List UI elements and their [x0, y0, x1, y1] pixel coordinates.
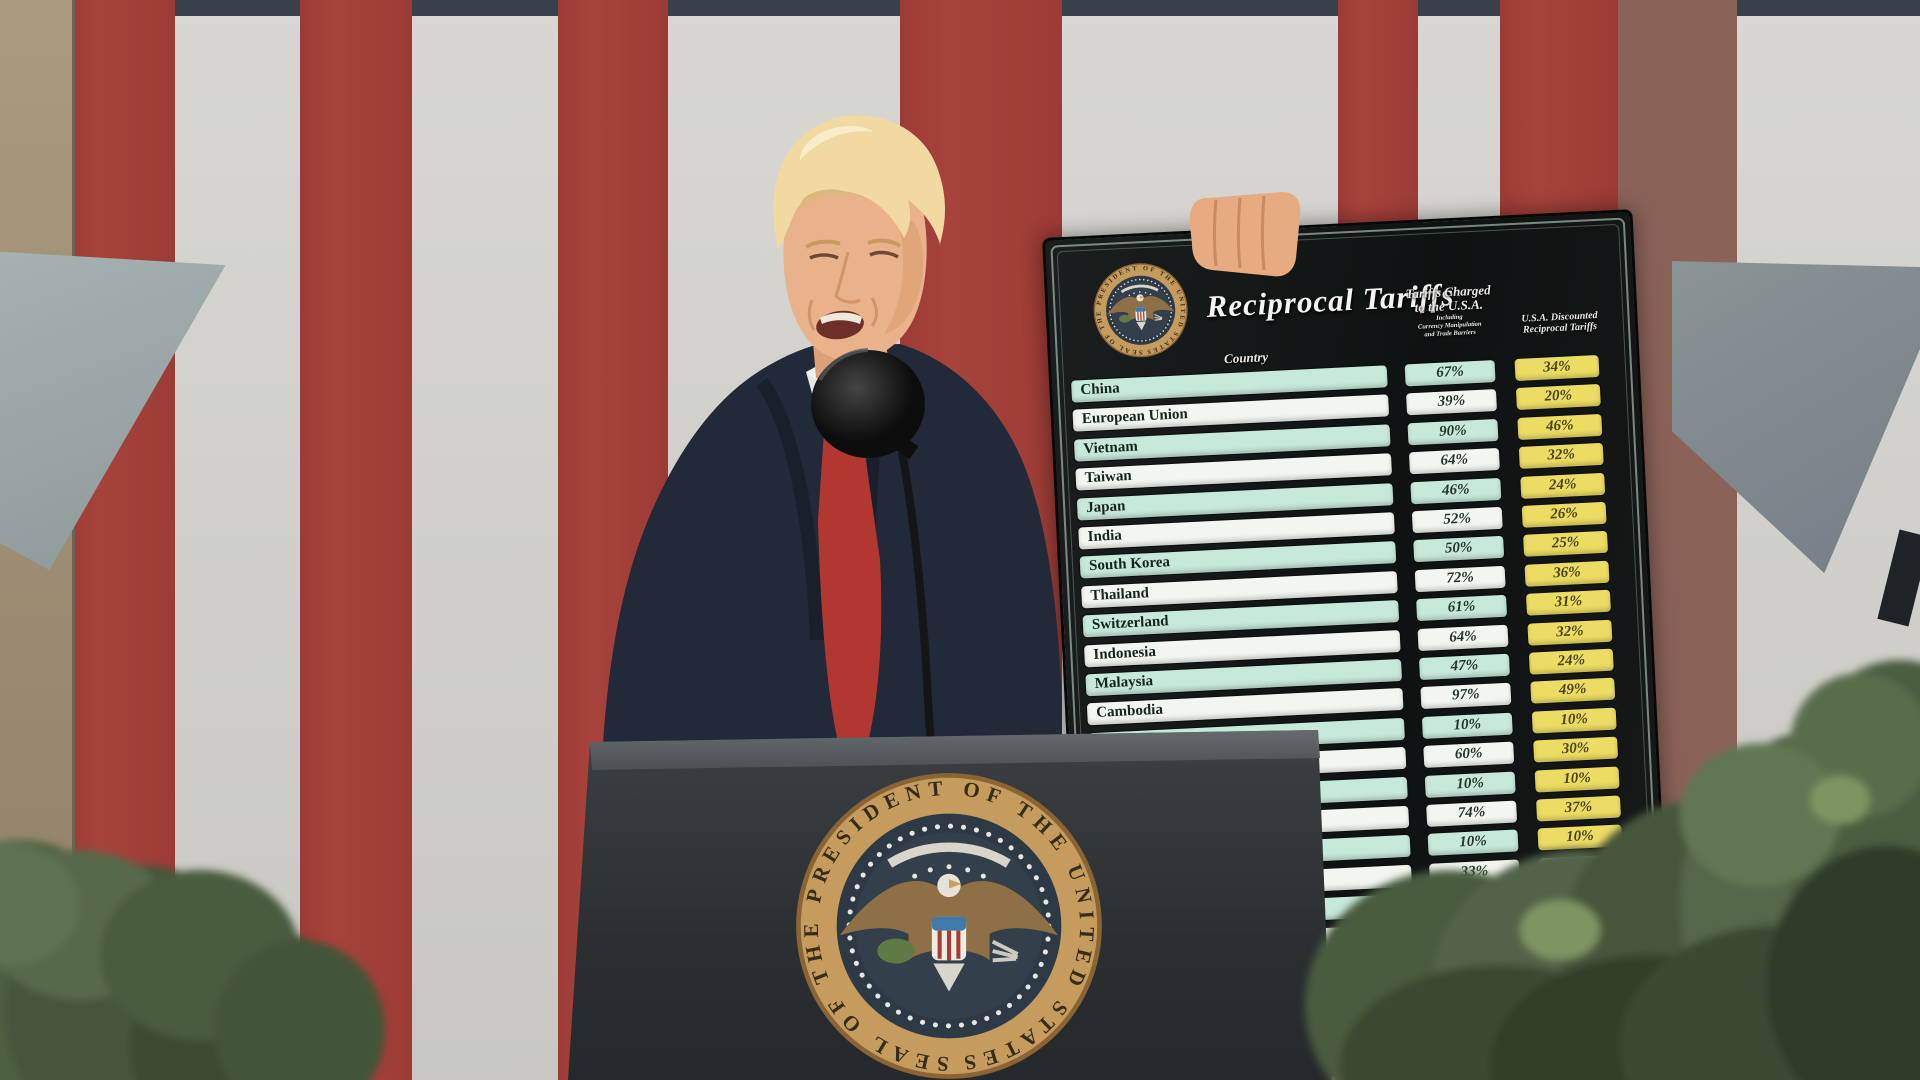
- charged-cell: 46%: [1409, 476, 1503, 505]
- charged-cell: 33%: [1427, 858, 1522, 887]
- column-header-discounted: U.S.A. Discounted Reciprocal Tariffs: [1504, 309, 1615, 336]
- discounted-cell: 46%: [1516, 412, 1604, 441]
- charged-cell: 67%: [1403, 358, 1497, 388]
- discounted-cell: 17%: [1537, 853, 1625, 882]
- discounted-cell: 10%: [1530, 706, 1618, 735]
- discounted-cell: 10%: [1536, 823, 1624, 852]
- charged-cell: 34%: [1429, 887, 1523, 917]
- discounted-cell: 49%: [1529, 676, 1617, 706]
- discounted-cell: 31%: [1524, 588, 1612, 617]
- charged-cell: 97%: [1419, 681, 1513, 711]
- discounted-header-line2: Reciprocal Tariffs: [1522, 320, 1598, 336]
- discounted-cell: 17%: [1539, 882, 1627, 911]
- charged-cell: 61%: [1415, 593, 1509, 623]
- discounted-cell: 10%: [1545, 999, 1633, 1029]
- charged-cell: 58%: [1433, 975, 1527, 1005]
- presidential-seal-small: [1090, 259, 1191, 361]
- discounted-cell: 25%: [1522, 530, 1610, 559]
- charged-cell: 10%: [1426, 828, 1520, 858]
- discounted-cell: 29%: [1543, 970, 1631, 999]
- flag-stripe: [65, 0, 175, 1080]
- discounted-cell: 10%: [1533, 765, 1621, 794]
- discounted-cell: 32%: [1517, 441, 1605, 471]
- flag-stripe: [300, 0, 412, 1080]
- charged-cell: 10%: [1432, 946, 1526, 975]
- charged-cell: 72%: [1413, 564, 1507, 594]
- discounted-cell: 10%: [1542, 941, 1630, 970]
- discounted-cell: 26%: [1520, 500, 1608, 529]
- discounted-cell: 10%: [1540, 911, 1628, 941]
- charged-cell: 10%: [1423, 770, 1517, 799]
- presidential-seal-podium: [793, 770, 1105, 1080]
- charged-cell: 39%: [1404, 388, 1499, 417]
- discounted-cell: 20%: [1514, 383, 1602, 412]
- charged-cell: 47%: [1417, 652, 1511, 682]
- charged-cell: 10%: [1430, 916, 1524, 946]
- charged-cell: 74%: [1425, 799, 1519, 828]
- charged-cell: 60%: [1422, 740, 1516, 770]
- charged-cell: 52%: [1410, 505, 1504, 535]
- charged-cell: 50%: [1412, 535, 1506, 564]
- discounted-cell: 34%: [1513, 353, 1601, 383]
- discounted-cell: 24%: [1527, 647, 1615, 676]
- discounted-cell: 30%: [1532, 735, 1620, 764]
- charged-cell: 90%: [1406, 417, 1500, 447]
- discounted-cell: 24%: [1519, 471, 1607, 500]
- charged-cell: 64%: [1407, 447, 1501, 476]
- discounted-cell: 32%: [1526, 618, 1614, 647]
- discounted-cell: 36%: [1523, 559, 1611, 588]
- charged-header-line2: to the U.S.A.: [1414, 296, 1484, 316]
- charged-cell: 88%: [1436, 1034, 1530, 1063]
- discounted-cell: 44%: [1546, 1029, 1634, 1058]
- column-header-charged: Tariffs Charged to the U.S.A. Including …: [1378, 282, 1520, 342]
- charged-cell: 10%: [1435, 1005, 1529, 1034]
- discounted-cell: 37%: [1534, 794, 1623, 823]
- charged-cell: 64%: [1416, 623, 1510, 652]
- charged-cell: 10%: [1420, 711, 1514, 740]
